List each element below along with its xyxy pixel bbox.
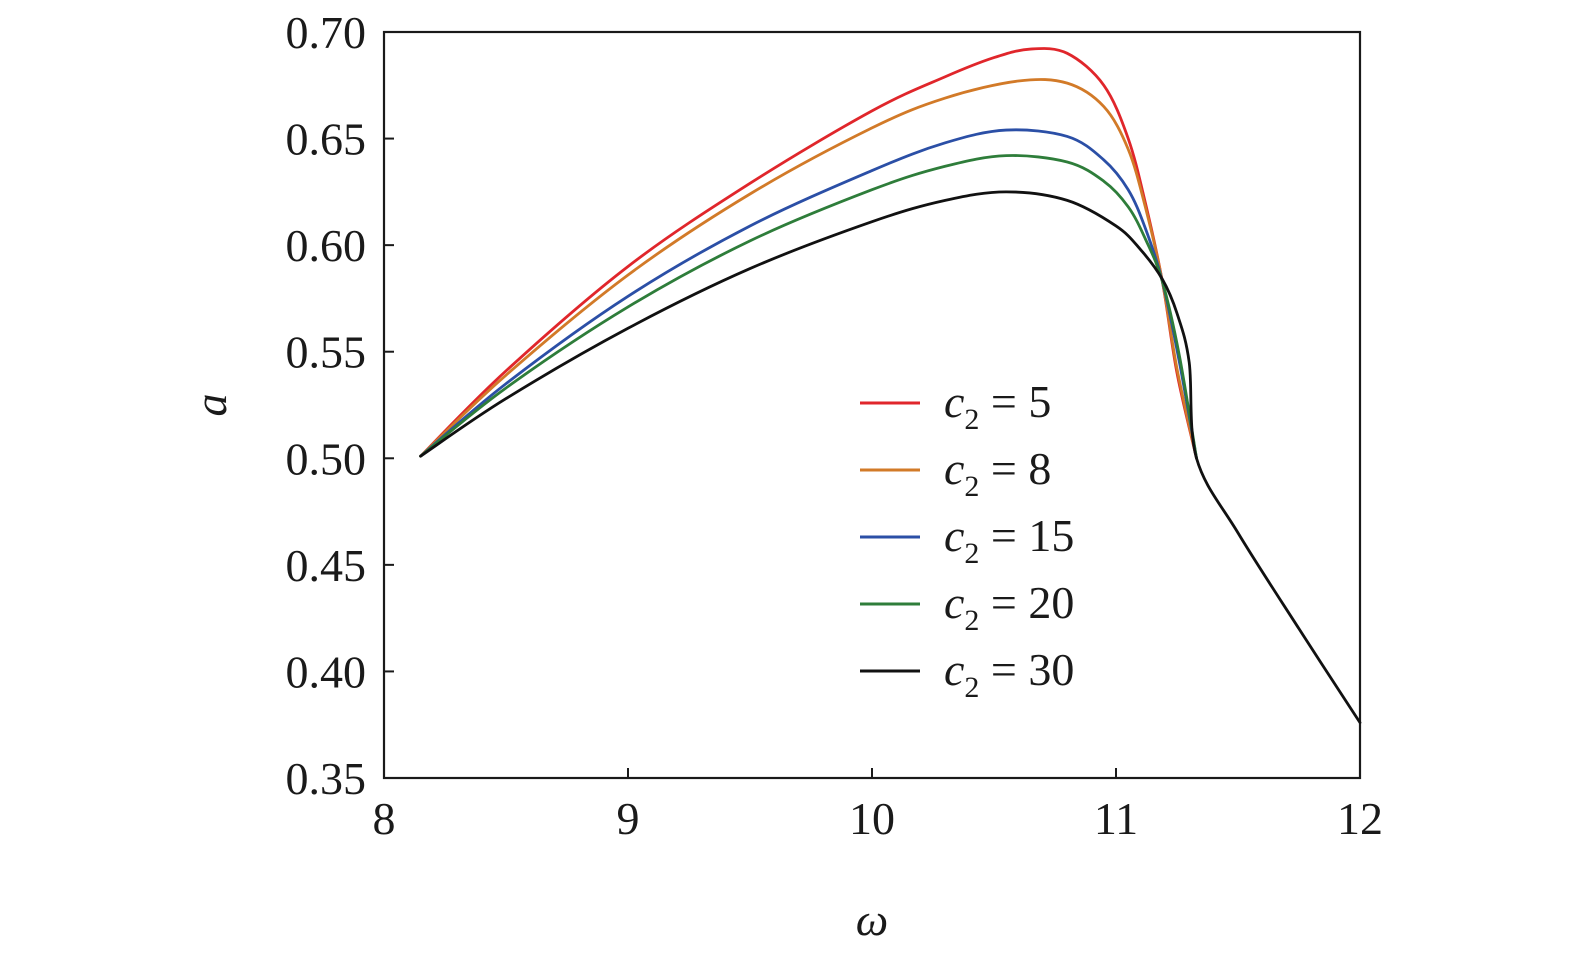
series-line-8 (419, 78, 1198, 460)
x-tick-label: 11 (1094, 793, 1138, 844)
x-tick-label: 10 (849, 793, 895, 844)
series-line-20 (419, 154, 1198, 460)
y-tick-label: 0.55 (286, 327, 367, 378)
legend-label: c2 = 20 (944, 577, 1074, 637)
plot-frame (382, 30, 1362, 780)
y-tick-label: 0.50 (286, 433, 367, 484)
plot-area (382, 30, 1362, 780)
legend-item: c2 = 5 (860, 376, 1051, 436)
y-tick-label: 0.35 (286, 753, 367, 804)
series-line-15 (419, 128, 1198, 460)
axes-layer: 8 9 10 11 12 0.35 0.40 0.45 0.50 0.55 0.60 0.65 0.70… (185, 7, 1383, 945)
series-layer (419, 47, 1362, 724)
legend-label: c2 = 8 (944, 443, 1051, 503)
legend-item: c2 = 30 (860, 644, 1074, 704)
legend-item: c2 = 15 (860, 510, 1074, 570)
legend-label: c2 = 30 (944, 644, 1074, 704)
legend-label: c2 = 5 (944, 376, 1051, 436)
y-tick-label: 0.65 (286, 114, 367, 165)
y-tick-label: 0.40 (286, 646, 367, 697)
y-axis-label: a (185, 394, 236, 417)
x-axis-label: ω (856, 894, 888, 945)
legend-item: c2 = 8 (860, 443, 1051, 503)
legend: c2 = 5 c2 = 8 c2 = 15 c2 = 20 c2 = 30 (860, 376, 1074, 704)
legend-label: c2 = 15 (944, 510, 1074, 570)
legend-item: c2 = 20 (860, 577, 1074, 637)
series-line-30 (419, 190, 1362, 724)
y-tick-label: 0.60 (286, 220, 367, 271)
y-tick-label: 0.70 (286, 7, 367, 58)
series-line-5 (419, 47, 1198, 460)
x-tick-label: 8 (373, 793, 396, 844)
y-tick-label: 0.45 (286, 540, 367, 591)
x-tick-label: 12 (1337, 793, 1383, 844)
x-tick-label: 9 (617, 793, 640, 844)
